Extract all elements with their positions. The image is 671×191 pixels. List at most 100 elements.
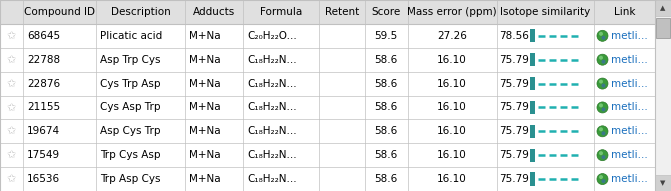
Text: ✩: ✩ [7,126,16,136]
Text: C₁₈H₂₂N...: C₁₈H₂₂N... [247,126,297,136]
Circle shape [601,179,605,183]
Text: C₁₈H₂₂N...: C₁₈H₂₂N... [247,55,297,65]
Text: 16.10: 16.10 [437,174,467,184]
Text: Mass error (ppm): Mass error (ppm) [407,7,497,17]
Text: C₁₈H₂₂N...: C₁₈H₂₂N... [247,102,297,112]
Text: 22876: 22876 [27,79,60,89]
Text: 58.6: 58.6 [374,55,398,65]
Text: 75.79: 75.79 [500,55,529,65]
Bar [529,125,535,138]
Circle shape [597,174,608,185]
Text: Trp Cys Asp: Trp Cys Asp [100,150,160,160]
Text: M+Na: M+Na [189,174,221,184]
Circle shape [599,80,603,84]
Text: ✩: ✩ [7,31,16,41]
Circle shape [599,32,603,36]
Text: Link: Link [614,7,635,17]
Text: ▼: ▼ [660,180,666,186]
Text: C₁₈H₂₂N...: C₁₈H₂₂N... [247,150,297,160]
Text: 58.6: 58.6 [374,79,398,89]
Text: ▲: ▲ [660,5,666,11]
Text: 16.10: 16.10 [437,79,467,89]
Text: 58.6: 58.6 [374,174,398,184]
Circle shape [601,107,605,111]
Text: Plicatic acid: Plicatic acid [100,31,162,41]
Text: M+Na: M+Na [189,55,221,65]
Text: M+Na: M+Na [189,102,221,112]
Text: C₁₈H₂₂N...: C₁₈H₂₂N... [247,174,297,184]
Bar [0,167,655,191]
Circle shape [597,126,608,137]
Circle shape [601,36,605,40]
Text: metli...: metli... [611,79,648,89]
Text: ✩: ✩ [7,55,16,65]
Text: 22788: 22788 [27,55,60,65]
Text: Compound ID: Compound ID [24,7,95,17]
Circle shape [601,155,605,159]
Text: ✩: ✩ [7,79,16,89]
Text: 59.5: 59.5 [374,31,398,41]
Bar [656,18,670,38]
Circle shape [597,150,608,161]
Text: Asp Trp Cys: Asp Trp Cys [100,55,160,65]
Circle shape [597,54,608,65]
Bar [0,96,655,119]
Text: 16.10: 16.10 [437,102,467,112]
Text: metli...: metli... [611,174,648,184]
Text: 16.10: 16.10 [437,126,467,136]
Text: 16536: 16536 [27,174,60,184]
Text: 16.10: 16.10 [437,55,467,65]
Circle shape [599,151,603,155]
Text: Cys Trp Asp: Cys Trp Asp [100,79,160,89]
Text: ✩: ✩ [7,150,16,160]
Text: 68645: 68645 [27,31,60,41]
Circle shape [601,84,605,87]
Text: 75.79: 75.79 [500,150,529,160]
Bar [0,48,655,72]
Text: 58.6: 58.6 [374,150,398,160]
Circle shape [601,131,605,135]
Circle shape [597,78,608,89]
Bar [529,77,535,90]
Bar [529,172,535,186]
Bar [529,101,535,114]
Circle shape [599,104,603,107]
Bar [655,175,671,191]
Text: metli...: metli... [611,150,648,160]
Text: metli...: metli... [611,126,648,136]
Circle shape [597,102,608,113]
Text: 58.6: 58.6 [374,102,398,112]
Circle shape [599,127,603,131]
Text: Cys Asp Trp: Cys Asp Trp [100,102,160,112]
Text: ✩: ✩ [7,102,16,112]
Text: 21155: 21155 [27,102,60,112]
Text: 75.79: 75.79 [500,126,529,136]
Bar [0,0,655,24]
Text: M+Na: M+Na [189,126,221,136]
Bar [655,0,671,191]
Text: 75.79: 75.79 [500,102,529,112]
Text: metli...: metli... [611,55,648,65]
Text: Description: Description [111,7,170,17]
Bar [0,72,655,96]
Circle shape [601,60,605,64]
Text: 75.79: 75.79 [500,79,529,89]
Bar [0,143,655,167]
Text: 58.6: 58.6 [374,126,398,136]
Text: 75.79: 75.79 [500,174,529,184]
Text: Asp Cys Trp: Asp Cys Trp [100,126,160,136]
Bar [529,29,535,42]
Text: metli...: metli... [611,102,648,112]
Text: 19674: 19674 [27,126,60,136]
Bar [0,24,655,48]
Text: M+Na: M+Na [189,79,221,89]
Text: 17549: 17549 [27,150,60,160]
Text: ✩: ✩ [7,174,16,184]
Bar [529,53,535,66]
Text: 27.26: 27.26 [437,31,467,41]
Text: C₁₈H₂₂N...: C₁₈H₂₂N... [247,79,297,89]
Bar [0,119,655,143]
Circle shape [599,56,603,60]
Text: Retent: Retent [325,7,359,17]
Bar [655,0,671,16]
